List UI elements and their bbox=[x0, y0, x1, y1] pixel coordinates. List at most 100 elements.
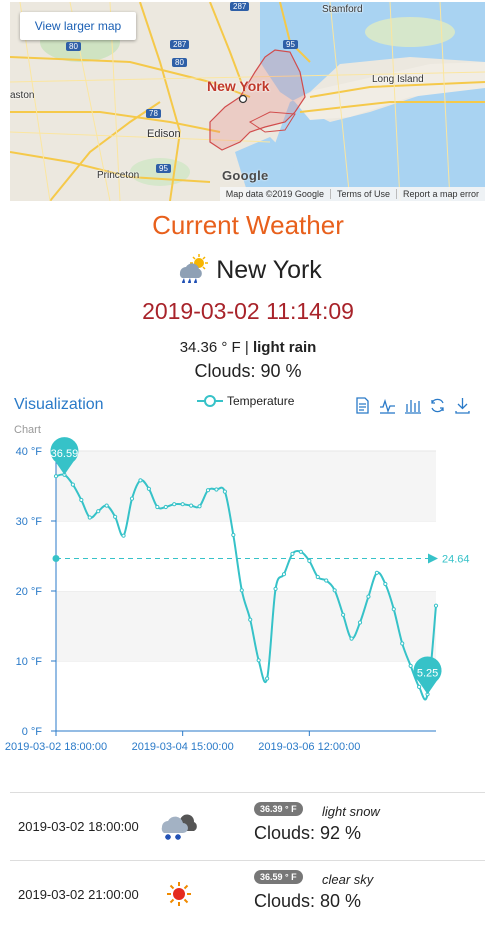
x-tick-label: 2019-03-04 15:00:00 bbox=[132, 741, 234, 753]
current-datetime: 2019-03-02 11:14:09 bbox=[142, 298, 354, 324]
data-point bbox=[104, 503, 109, 508]
data-point bbox=[265, 676, 270, 681]
y-tick-label: 0 °F bbox=[22, 726, 43, 738]
page-title: Current Weather bbox=[152, 210, 344, 240]
city-heading: New York bbox=[0, 253, 496, 290]
table-row: 2019-03-02 21:00:00 36.59 ° F clear sky … bbox=[10, 861, 485, 927]
city-name: New York bbox=[216, 256, 322, 285]
temperature-chart: 0 °F 10 °F 20 °F 30 °F 40 °F 2019-03-02 18:00… bbox=[5, 437, 470, 753]
data-point bbox=[408, 663, 413, 668]
line-chart-icon[interactable] bbox=[379, 397, 396, 414]
series-line-temperature bbox=[55, 473, 437, 701]
embedded-map[interactable]: View larger map New York Stamford Long I… bbox=[10, 2, 485, 201]
restore-icon[interactable] bbox=[429, 397, 446, 414]
highway-shield-icon: 78 bbox=[146, 109, 161, 118]
data-point bbox=[290, 551, 295, 557]
data-point bbox=[433, 603, 439, 608]
map-place-label: Edison bbox=[147, 128, 181, 140]
map-place-label: Long Island bbox=[372, 74, 424, 85]
data-point bbox=[281, 572, 287, 577]
temperature-value: 34.36 ° F | bbox=[179, 339, 253, 356]
x-tick-label: 2019-03-02 18:00:00 bbox=[5, 741, 107, 753]
data-point bbox=[70, 482, 75, 487]
data-point bbox=[315, 574, 320, 580]
data-point bbox=[113, 514, 118, 519]
grid-band bbox=[56, 661, 436, 731]
data-point bbox=[163, 504, 168, 510]
data-point bbox=[129, 496, 135, 501]
data-point bbox=[79, 497, 84, 503]
data-point bbox=[273, 586, 278, 591]
sun-icon bbox=[166, 881, 192, 912]
map-place-label: Princeton bbox=[97, 170, 140, 181]
data-point bbox=[417, 684, 422, 689]
average-line-label: 24.64 bbox=[442, 554, 470, 566]
data-point bbox=[138, 478, 143, 483]
map-place-label: aston bbox=[10, 90, 35, 101]
grid-band bbox=[56, 451, 436, 521]
rain-sun-icon bbox=[174, 253, 210, 290]
average-line-start bbox=[52, 555, 60, 563]
max-pin bbox=[50, 437, 79, 475]
legend-item-temperature[interactable]: Temperature bbox=[227, 394, 295, 408]
data-point bbox=[357, 620, 363, 625]
data-point bbox=[366, 594, 371, 599]
forecast-clouds: Clouds: 80 % bbox=[254, 891, 362, 911]
data-point bbox=[307, 558, 312, 563]
map-place-label: Stamford bbox=[322, 4, 363, 15]
y-tick-label: 40 °F bbox=[16, 446, 43, 458]
y-tick-label: 30 °F bbox=[16, 516, 43, 528]
google-logo: Google bbox=[222, 168, 269, 183]
data-point bbox=[53, 474, 59, 479]
map-footer: Map data ©2019 Google Terms of Use Repor… bbox=[219, 187, 485, 201]
snow-cloud-icon bbox=[158, 809, 200, 846]
data-point bbox=[374, 570, 379, 575]
data-point bbox=[197, 504, 202, 509]
x-tick-label: 2019-03-06 12:00:00 bbox=[258, 741, 360, 753]
data-point bbox=[214, 487, 219, 492]
forecast-datetime: 2019-03-02 18:00:00 bbox=[18, 819, 139, 834]
data-point bbox=[87, 515, 92, 520]
map-canvas bbox=[10, 2, 485, 201]
min-pin-label: 5.25 bbox=[417, 667, 438, 679]
data-point bbox=[391, 607, 396, 612]
data-view-icon[interactable] bbox=[354, 397, 371, 414]
map-city-label: New York bbox=[207, 78, 270, 94]
temperature-badge: 36.59 ° F bbox=[254, 870, 303, 884]
data-point bbox=[180, 502, 185, 507]
highway-shield-icon: 80 bbox=[172, 58, 187, 67]
highway-shield-icon: 95 bbox=[156, 164, 171, 173]
data-point bbox=[146, 486, 151, 491]
chart-legend[interactable]: Temperature bbox=[197, 394, 294, 408]
data-point bbox=[248, 617, 253, 622]
forecast-clouds: Clouds: 92 % bbox=[254, 823, 362, 843]
forecast-description: clear sky bbox=[322, 872, 374, 887]
data-point bbox=[332, 588, 337, 593]
y-tick-label: 20 °F bbox=[16, 586, 43, 598]
current-temperature: 34.36 ° F | light rain bbox=[0, 339, 496, 356]
highway-shield-icon: 80 bbox=[66, 42, 81, 51]
legend-line-icon bbox=[197, 395, 223, 407]
data-point bbox=[349, 636, 354, 641]
report-map-error-link[interactable]: Report a map error bbox=[395, 189, 485, 199]
grid-band bbox=[56, 591, 436, 661]
data-point bbox=[96, 509, 101, 514]
chart-toolbox bbox=[354, 397, 471, 414]
data-point bbox=[383, 581, 388, 587]
min-pin bbox=[413, 656, 442, 695]
highway-shield-icon: 287 bbox=[170, 40, 190, 49]
data-point bbox=[400, 641, 405, 646]
data-point bbox=[189, 503, 194, 508]
forecast-datetime: 2019-03-02 21:00:00 bbox=[18, 887, 139, 902]
download-icon[interactable] bbox=[454, 397, 471, 414]
data-point bbox=[231, 532, 236, 538]
highway-shield-icon: 95 bbox=[283, 40, 298, 49]
data-point bbox=[205, 488, 211, 493]
max-pin-label: 36.59 bbox=[51, 448, 79, 460]
bar-chart-icon[interactable] bbox=[404, 397, 421, 414]
data-point bbox=[256, 658, 261, 663]
visualization-heading: Visualization bbox=[14, 396, 104, 413]
data-point bbox=[239, 588, 244, 593]
view-larger-map-link[interactable]: View larger map bbox=[20, 12, 136, 40]
terms-of-use-link[interactable]: Terms of Use bbox=[329, 189, 396, 199]
